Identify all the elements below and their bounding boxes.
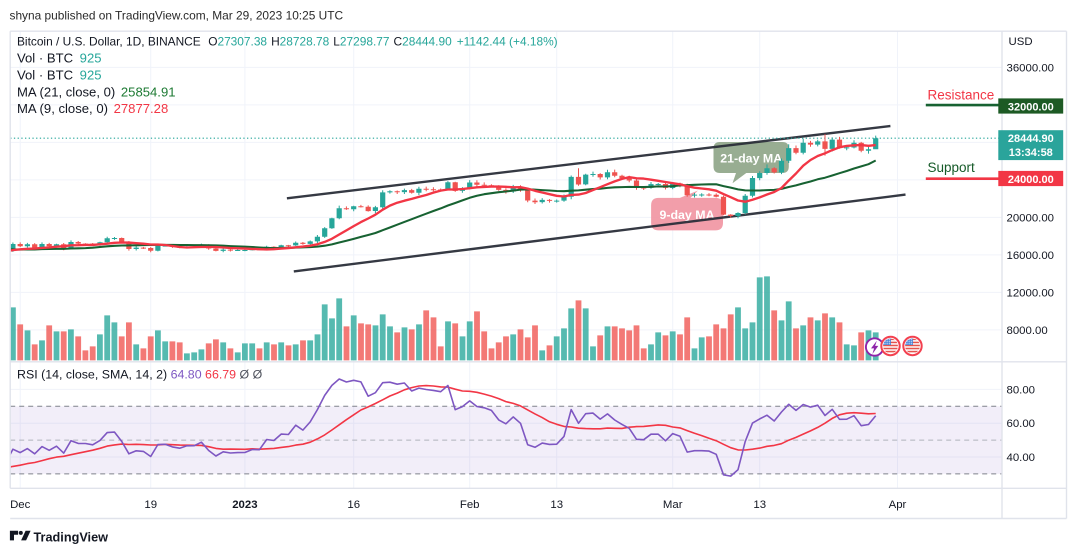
svg-text:MA (9, close, 0) 27877.28: MA (9, close, 0) 27877.28	[17, 101, 168, 116]
svg-text:60.00: 60.00	[1007, 418, 1036, 430]
svg-text:16: 16	[347, 499, 360, 511]
svg-text:Vol · BTC 925: Vol · BTC 925	[17, 51, 102, 66]
svg-text:24000.00: 24000.00	[1008, 174, 1054, 186]
svg-text:16000.00: 16000.00	[1007, 250, 1055, 262]
svg-text:36000.00: 36000.00	[1007, 62, 1055, 74]
svg-text:8000.00: 8000.00	[1007, 325, 1048, 337]
svg-text:2023: 2023	[232, 499, 257, 511]
svg-text:9-day MA: 9-day MA	[659, 208, 714, 222]
svg-text:40.00: 40.00	[1007, 452, 1036, 464]
svg-text:Feb: Feb	[460, 499, 480, 511]
svg-text:shyna published on TradingView: shyna published on TradingView.com, Mar …	[10, 9, 344, 23]
svg-text:19: 19	[144, 499, 157, 511]
svg-text:TradingView: TradingView	[34, 531, 109, 545]
svg-text:MA (21, close, 0) 25854.91: MA (21, close, 0) 25854.91	[17, 85, 176, 100]
svg-text:20000.00: 20000.00	[1007, 212, 1055, 224]
svg-text:28444.90: 28444.90	[1008, 133, 1054, 145]
svg-text:13:34:58: 13:34:58	[1009, 147, 1053, 159]
svg-text:Apr: Apr	[889, 499, 907, 511]
svg-text:12000.00: 12000.00	[1007, 287, 1055, 299]
svg-text:21-day MA: 21-day MA	[720, 151, 782, 165]
svg-text:32000.00: 32000.00	[1008, 101, 1054, 113]
svg-text:Resistance: Resistance	[928, 88, 995, 103]
svg-text:Bitcoin / U.S. Dollar, 1D, BIN: Bitcoin / U.S. Dollar, 1D, BINANCE O27307…	[17, 35, 558, 49]
svg-text:Mar: Mar	[663, 499, 683, 511]
svg-text:USD: USD	[1009, 36, 1033, 48]
svg-text:13: 13	[550, 499, 563, 511]
svg-text:80.00: 80.00	[1007, 384, 1036, 396]
svg-text:Support: Support	[928, 160, 976, 175]
svg-text:RSI (14, close, SMA, 14, 2) 64: RSI (14, close, SMA, 14, 2) 64.80 66.79 …	[17, 368, 263, 382]
svg-text:Dec: Dec	[10, 499, 31, 511]
svg-text:Vol · BTC 925: Vol · BTC 925	[17, 68, 102, 83]
svg-text:13: 13	[753, 499, 766, 511]
